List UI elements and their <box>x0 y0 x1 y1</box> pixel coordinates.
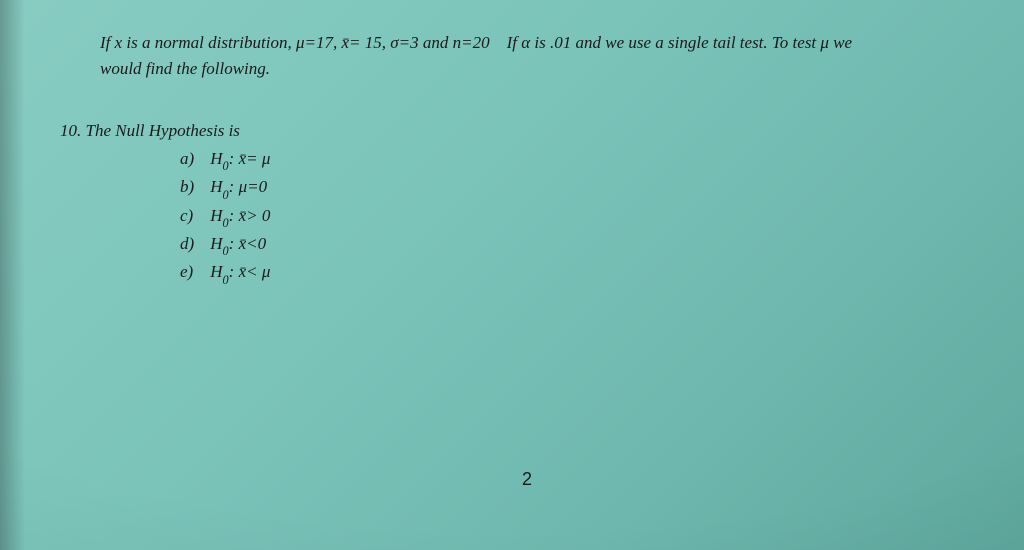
question-block: 10. The Null Hypothesis is a) H0: x̄= μ … <box>60 117 1024 288</box>
choice-letter: b) <box>180 174 206 200</box>
problem-line-2: would find the following. <box>100 56 984 82</box>
problem-statement: If x is a normal distribution, μ=17, x̄=… <box>100 30 984 83</box>
choice-text: H0: x̄< μ <box>210 262 270 281</box>
choice-text: H0: x̄> 0 <box>210 206 270 225</box>
question-title: 10. The Null Hypothesis is <box>60 117 1024 144</box>
choice-b: b) H0: μ=0 <box>180 174 1024 202</box>
choice-text: H0: μ=0 <box>210 177 267 196</box>
choice-letter: d) <box>180 231 206 257</box>
choice-c: c) H0: x̄> 0 <box>180 203 1024 231</box>
choice-text: H0: x̄= μ <box>210 149 270 168</box>
choice-d: d) H0: x̄<0 <box>180 231 1024 259</box>
choice-a: a) H0: x̄= μ <box>180 146 1024 174</box>
choice-letter: a) <box>180 146 206 172</box>
page-edge-shadow <box>0 0 25 550</box>
problem-line-1: If x is a normal distribution, μ=17, x̄=… <box>100 30 984 56</box>
answer-choices: a) H0: x̄= μ b) H0: μ=0 c) H0: x̄> 0 d) … <box>180 146 1024 288</box>
choice-letter: e) <box>180 259 206 285</box>
worksheet-page: If x is a normal distribution, μ=17, x̄=… <box>0 0 1024 550</box>
question-number: 10. <box>60 121 81 140</box>
choice-e: e) H0: x̄< μ <box>180 259 1024 287</box>
question-text: The Null Hypothesis is <box>86 121 240 140</box>
page-number: 2 <box>522 469 532 490</box>
choice-letter: c) <box>180 203 206 229</box>
choice-text: H0: x̄<0 <box>210 234 266 253</box>
